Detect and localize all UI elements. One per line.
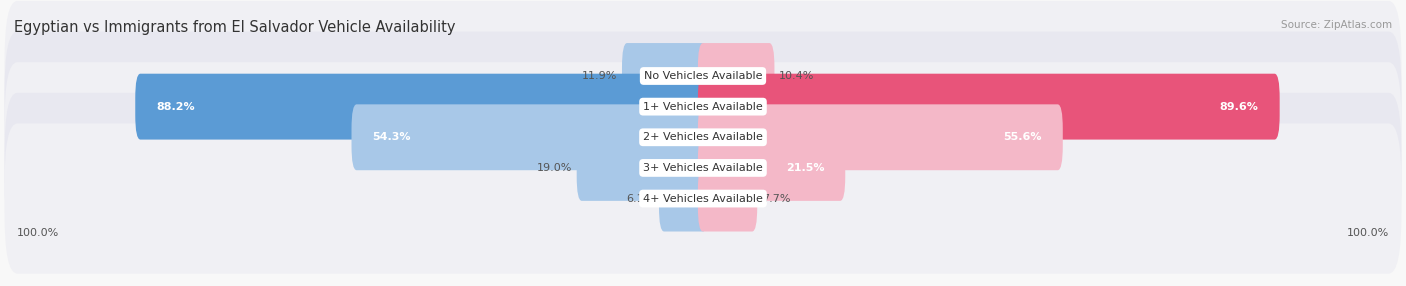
FancyBboxPatch shape [135, 74, 709, 140]
Text: 7.7%: 7.7% [762, 194, 790, 204]
Text: 21.5%: 21.5% [786, 163, 824, 173]
Text: 100.0%: 100.0% [1347, 228, 1389, 238]
Text: No Vehicles Available: No Vehicles Available [644, 71, 762, 81]
Text: 100.0%: 100.0% [17, 228, 59, 238]
FancyBboxPatch shape [697, 166, 758, 231]
FancyBboxPatch shape [4, 62, 1402, 212]
Text: 55.6%: 55.6% [1004, 132, 1042, 142]
Text: 54.3%: 54.3% [373, 132, 411, 142]
Text: 6.1%: 6.1% [626, 194, 655, 204]
Text: 88.2%: 88.2% [156, 102, 195, 112]
FancyBboxPatch shape [697, 43, 775, 109]
FancyBboxPatch shape [697, 74, 1279, 140]
Text: 4+ Vehicles Available: 4+ Vehicles Available [643, 194, 763, 204]
FancyBboxPatch shape [352, 104, 709, 170]
FancyBboxPatch shape [697, 104, 1063, 170]
FancyBboxPatch shape [659, 166, 709, 231]
FancyBboxPatch shape [4, 124, 1402, 274]
Text: Egyptian vs Immigrants from El Salvador Vehicle Availability: Egyptian vs Immigrants from El Salvador … [14, 20, 456, 35]
Text: 2+ Vehicles Available: 2+ Vehicles Available [643, 132, 763, 142]
Text: Source: ZipAtlas.com: Source: ZipAtlas.com [1281, 20, 1392, 30]
FancyBboxPatch shape [576, 135, 709, 201]
Text: 1+ Vehicles Available: 1+ Vehicles Available [643, 102, 763, 112]
FancyBboxPatch shape [4, 31, 1402, 182]
FancyBboxPatch shape [4, 93, 1402, 243]
Text: 11.9%: 11.9% [582, 71, 617, 81]
Text: 3+ Vehicles Available: 3+ Vehicles Available [643, 163, 763, 173]
FancyBboxPatch shape [621, 43, 709, 109]
Text: 19.0%: 19.0% [537, 163, 572, 173]
FancyBboxPatch shape [697, 135, 845, 201]
FancyBboxPatch shape [4, 1, 1402, 151]
Text: 89.6%: 89.6% [1220, 102, 1258, 112]
Text: 10.4%: 10.4% [779, 71, 814, 81]
